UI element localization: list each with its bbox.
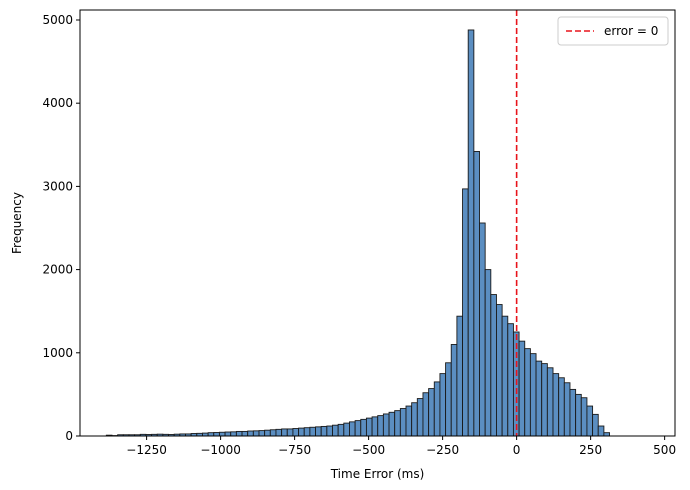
histogram-bar	[332, 424, 339, 437]
histogram-bar	[382, 413, 390, 437]
histogram-bar	[399, 408, 407, 437]
x-axis-ticks: −1250 −1000 −750 −500 −250 0 250 500	[126, 436, 676, 457]
histogram-bar	[337, 423, 345, 437]
histogram-bar	[524, 348, 531, 437]
histogram-bar	[592, 413, 599, 437]
histogram-bar	[303, 427, 311, 437]
histogram-bar	[230, 431, 237, 437]
histogram-bar	[247, 430, 254, 437]
histogram-bar	[292, 428, 300, 437]
histogram-bar	[507, 323, 514, 437]
x-tick-label: −500	[352, 443, 385, 457]
y-tick-label: 4000	[42, 96, 73, 110]
histogram-bar	[467, 29, 475, 437]
histogram-bar	[473, 150, 480, 437]
histogram-bar	[298, 427, 305, 437]
histogram-bar	[320, 425, 328, 437]
histogram-bar	[360, 418, 367, 437]
histogram-bar	[490, 294, 497, 437]
histogram-bar	[264, 429, 271, 437]
histogram-bar	[235, 430, 243, 437]
histogram-bar	[349, 421, 356, 437]
histogram-bar	[405, 405, 413, 437]
legend: error = 0	[557, 16, 669, 46]
x-tick-label: −1250	[126, 443, 167, 457]
histogram-bar	[275, 428, 283, 437]
histogram-bar	[343, 422, 350, 437]
legend-label: error = 0	[604, 24, 658, 38]
histogram-bar	[501, 315, 509, 437]
histogram-bar	[388, 411, 396, 437]
histogram-bar	[580, 397, 588, 437]
x-tick-label: −750	[278, 443, 311, 457]
histogram-bar	[309, 426, 316, 437]
histogram-bar	[558, 377, 565, 437]
histogram-bar	[286, 428, 294, 437]
y-tick-label: 5000	[42, 13, 73, 27]
histogram-bar	[552, 373, 560, 437]
histogram-bar	[529, 353, 537, 437]
histogram-bar	[535, 360, 543, 437]
histogram-bar	[456, 315, 463, 437]
histogram-bar	[213, 432, 220, 437]
histogram-bar	[315, 426, 322, 437]
y-axis-title: Frequency	[10, 192, 24, 254]
histogram-bar	[586, 405, 594, 437]
histogram-bar	[354, 420, 362, 437]
x-tick-label: 250	[579, 443, 602, 457]
histogram-bar	[377, 415, 384, 437]
histogram-bar	[269, 429, 277, 437]
histogram-bar	[365, 417, 373, 437]
histogram-bar	[218, 431, 226, 437]
y-tick-label: 3000	[42, 179, 73, 193]
histogram-bar	[422, 392, 430, 437]
histogram-bar	[439, 373, 447, 437]
histogram-bar	[371, 416, 379, 437]
histogram-bar	[496, 304, 503, 437]
histogram-bar	[224, 431, 232, 437]
histogram-bar	[394, 410, 401, 437]
x-tick-label: 0	[513, 443, 521, 457]
histogram-bar	[433, 381, 441, 437]
x-tick-label: 500	[653, 443, 676, 457]
histogram-bar	[484, 269, 492, 437]
histogram-bar	[546, 367, 554, 437]
histogram-bar	[563, 382, 571, 437]
histogram-bar	[416, 398, 424, 437]
histogram-bar	[479, 222, 486, 437]
x-axis-title: Time Error (ms)	[330, 467, 425, 481]
histogram-bar	[575, 393, 582, 437]
histogram-bar	[541, 363, 548, 437]
histogram-bar	[569, 388, 577, 437]
histogram-bar	[411, 402, 418, 437]
histogram-bar	[258, 430, 266, 437]
plot-frame	[79, 9, 676, 437]
y-axis-ticks: 0 1000 2000 3000 4000 5000	[42, 13, 80, 443]
histogram-bar	[597, 425, 605, 437]
legend-box	[557, 16, 669, 46]
histogram-bar	[281, 428, 288, 437]
histogram-bar	[445, 362, 452, 437]
histogram-bar	[326, 425, 333, 437]
x-tick-label: −1000	[200, 443, 241, 457]
y-tick-label: 0	[65, 429, 73, 443]
histogram-bar	[518, 340, 526, 437]
histogram-bar	[241, 430, 249, 437]
histogram-bar	[252, 430, 260, 437]
y-tick-label: 2000	[42, 263, 73, 277]
histogram-bar	[450, 344, 458, 437]
y-tick-label: 1000	[42, 346, 73, 360]
histogram-bar	[462, 188, 469, 437]
x-tick-label: −250	[426, 443, 459, 457]
histogram-bar	[428, 388, 435, 437]
